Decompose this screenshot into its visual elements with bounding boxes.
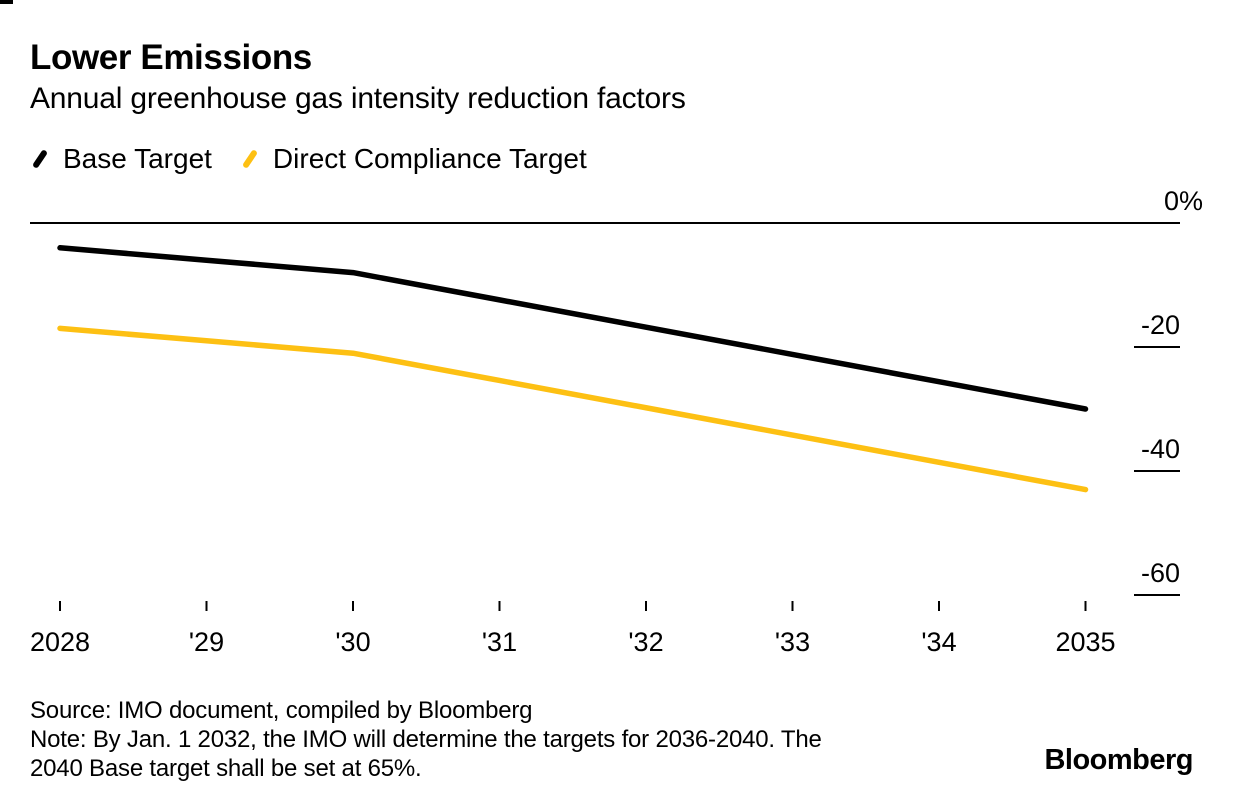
y-tick-label: -60 <box>1141 558 1180 588</box>
x-tick-label: '29 <box>189 627 224 657</box>
legend-item-direct-compliance-target: Direct Compliance Target <box>240 143 587 175</box>
y-tick-label: -40 <box>1141 434 1180 464</box>
legend-label: Base Target <box>63 143 212 174</box>
chart-title: Lower Emissions <box>30 38 312 77</box>
y-tick-label: -20 <box>1141 310 1180 340</box>
note-text: Note: By Jan. 1 2032, the IMO will deter… <box>30 725 822 783</box>
x-tick-label: '30 <box>335 627 370 657</box>
note-line-2: 2040 Base target shall be set at 65%. <box>30 755 422 782</box>
legend-label: Direct Compliance Target <box>272 143 587 174</box>
chart-subtitle: Annual greenhouse gas intensity reductio… <box>30 82 686 115</box>
note-line-1: Note: By Jan. 1 2032, the IMO will deter… <box>30 726 822 753</box>
source-line: Source: IMO document, compiled by Bloomb… <box>30 697 533 724</box>
bloomberg-logo: Bloomberg <box>1044 744 1193 776</box>
legend-item-base-target: Base Target <box>30 143 212 175</box>
y-tick-label: 0% <box>1164 186 1203 216</box>
corner-brand-chip <box>0 0 13 4</box>
legend: Base Target Direct Compliance Target <box>30 143 587 175</box>
x-tick-label: '31 <box>482 627 517 657</box>
x-tick-label: 2028 <box>30 627 90 657</box>
x-tick-label: 2035 <box>1055 627 1115 657</box>
series-line-direct-compliance-target <box>57 325 1089 493</box>
x-tick-label: '33 <box>775 627 810 657</box>
series-line-base-target <box>57 245 1089 412</box>
x-tick-label: '32 <box>628 627 663 657</box>
x-tick-label: '34 <box>921 627 956 657</box>
